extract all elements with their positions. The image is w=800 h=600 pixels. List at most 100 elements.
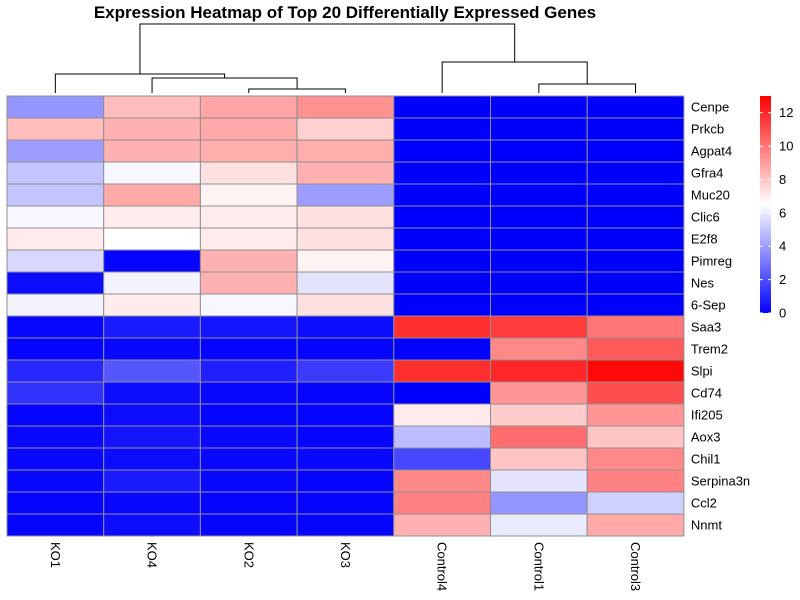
heatmap-cell bbox=[490, 249, 588, 273]
heatmap-cell bbox=[393, 227, 491, 251]
heatmap-cell bbox=[393, 425, 491, 449]
heatmap-cell bbox=[393, 205, 491, 229]
heatmap-cell bbox=[296, 249, 395, 273]
heatmap-cell bbox=[490, 469, 588, 493]
heatmap-cell bbox=[199, 95, 298, 119]
heatmap-cell bbox=[393, 161, 491, 185]
legend-tick-label: 8 bbox=[779, 172, 786, 187]
heatmap-cell bbox=[586, 315, 685, 339]
heatmap-cell bbox=[6, 95, 105, 119]
heatmap-cell bbox=[103, 491, 201, 515]
heatmap-cells bbox=[6, 95, 685, 537]
heatmap-cell bbox=[586, 425, 685, 449]
heatmap-cell bbox=[103, 293, 201, 317]
heatmap-cell bbox=[296, 95, 395, 119]
heatmap-cell bbox=[296, 315, 395, 339]
legend-tick-label: 10 bbox=[779, 139, 793, 154]
heatmap-cell bbox=[586, 139, 685, 163]
heatmap-cell bbox=[586, 469, 685, 493]
heatmap-cell bbox=[6, 469, 105, 493]
legend-tick-label: 6 bbox=[779, 205, 786, 220]
heatmap-cell bbox=[490, 183, 588, 207]
row-label: 6-Sep bbox=[691, 298, 726, 313]
column-label: KO2 bbox=[241, 542, 256, 568]
heatmap-cell bbox=[296, 337, 395, 361]
heatmap-cell bbox=[586, 513, 685, 537]
heatmap-cell bbox=[103, 227, 201, 251]
color-legend: 0 2 4 6 8 10 12 bbox=[760, 96, 793, 321]
heatmap-cell bbox=[103, 425, 201, 449]
heatmap-cell bbox=[296, 227, 395, 251]
column-dendrogram bbox=[54, 23, 637, 93]
heatmap-cell bbox=[586, 403, 685, 427]
heatmap-cell bbox=[490, 359, 588, 383]
heatmap-cell bbox=[6, 183, 105, 207]
heatmap-cell bbox=[6, 139, 105, 163]
row-label: Saa3 bbox=[691, 320, 721, 335]
heatmap-cell bbox=[393, 403, 491, 427]
heatmap-cell bbox=[199, 293, 298, 317]
heatmap-cell bbox=[6, 117, 105, 141]
legend-tick-label: 2 bbox=[779, 272, 786, 287]
heatmap-cell bbox=[490, 447, 588, 471]
heatmap-cell bbox=[6, 491, 105, 515]
color-legend-bar bbox=[760, 96, 771, 313]
heatmap-cell bbox=[6, 447, 105, 471]
row-label: Ifi205 bbox=[691, 408, 723, 423]
row-label: Nnmt bbox=[691, 518, 722, 533]
row-label: Slpi bbox=[691, 364, 713, 379]
row-label: Cenpe bbox=[691, 100, 729, 115]
heatmap-cell bbox=[6, 271, 105, 295]
heatmap-cell bbox=[103, 359, 201, 383]
heatmap-cell bbox=[296, 425, 395, 449]
heatmap-cell bbox=[296, 271, 395, 295]
heatmap-cell bbox=[393, 381, 491, 405]
heatmap-cell bbox=[490, 315, 588, 339]
row-label: Aox3 bbox=[691, 430, 721, 445]
heatmap-cell bbox=[296, 403, 395, 427]
row-label: Gfra4 bbox=[691, 166, 724, 181]
heatmap-cell bbox=[490, 293, 588, 317]
heatmap-cell bbox=[199, 337, 298, 361]
heatmap-cell bbox=[199, 183, 298, 207]
heatmap-cell bbox=[103, 117, 201, 141]
heatmap-cell bbox=[103, 513, 201, 537]
heatmap-cell bbox=[393, 293, 491, 317]
heatmap-cell bbox=[199, 469, 298, 493]
dendrogram-link bbox=[139, 23, 516, 74]
chart-title: Expression Heatmap of Top 20 Differentia… bbox=[94, 3, 596, 22]
heatmap-cell bbox=[393, 469, 491, 493]
heatmap-cell bbox=[586, 95, 685, 119]
heatmap-cell bbox=[6, 293, 105, 317]
heatmap-cell bbox=[393, 139, 491, 163]
heatmap-cell bbox=[103, 161, 201, 185]
column-label: KO1 bbox=[48, 542, 63, 568]
row-label: Agpat4 bbox=[691, 144, 732, 159]
heatmap-cell bbox=[6, 315, 105, 339]
heatmap-cell bbox=[393, 271, 491, 295]
heatmap-cell bbox=[586, 491, 685, 515]
heatmap-cell bbox=[296, 183, 395, 207]
heatmap-cell bbox=[586, 381, 685, 405]
heatmap-cell bbox=[586, 271, 685, 295]
dendrogram-link bbox=[54, 73, 226, 93]
heatmap-cell bbox=[490, 95, 588, 119]
heatmap-cell bbox=[490, 513, 588, 537]
heatmap-cell bbox=[586, 249, 685, 273]
heatmap-cell bbox=[199, 315, 298, 339]
column-labels: KO1 KO4 KO2 KO3 Control4 Control1 Control3 bbox=[48, 542, 643, 591]
heatmap-cell bbox=[199, 161, 298, 185]
heatmap-cell bbox=[199, 271, 298, 295]
heatmap-cell bbox=[103, 315, 201, 339]
heatmap-cell bbox=[296, 469, 395, 493]
dendrogram-link bbox=[441, 61, 588, 93]
heatmap-cell bbox=[490, 205, 588, 229]
row-label: E2f8 bbox=[691, 232, 718, 247]
heatmap-cell bbox=[6, 227, 105, 251]
heatmap-cell bbox=[103, 249, 201, 273]
heatmap-cell bbox=[296, 491, 395, 515]
heatmap-cell bbox=[296, 359, 395, 383]
heatmap-cell bbox=[199, 227, 298, 251]
heatmap-cell bbox=[393, 491, 491, 515]
row-label: Ccl2 bbox=[691, 496, 717, 511]
